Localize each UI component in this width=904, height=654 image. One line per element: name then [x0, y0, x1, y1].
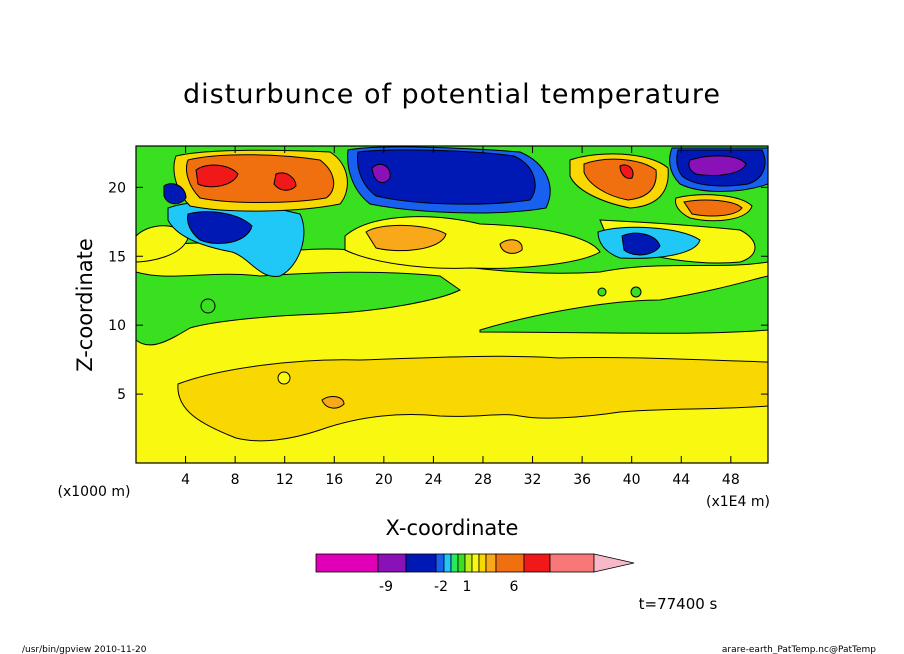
x-tick-label: 40 — [623, 472, 641, 488]
colorbar-segment — [471, 553, 480, 573]
footer-left: /usr/bin/gpview 2010-11-20 — [22, 645, 147, 654]
colorbar-segment — [464, 553, 473, 573]
field-green-spot — [597, 287, 607, 297]
x-unit-label: (x1E4 m) — [706, 494, 770, 510]
footer-right: arare-earth_PatTemp.nc@PatTemp — [722, 645, 876, 654]
colorbar-extend-arrow — [593, 553, 635, 573]
field-green-spot — [200, 298, 216, 314]
colorbar-segment — [523, 553, 551, 573]
x-tick-label: 36 — [573, 472, 591, 488]
plot-frame — [135, 145, 769, 464]
x-tick-label: 48 — [722, 472, 740, 488]
field-warm-spot — [277, 371, 291, 385]
colorbar-label: 1 — [463, 579, 472, 595]
colorbar-segment — [485, 553, 497, 573]
colorbar-label: -2 — [434, 579, 448, 595]
y-tick-label: 10 — [108, 318, 126, 334]
x-tick-label: 12 — [276, 472, 294, 488]
x-axis-title: X-coordinate — [386, 516, 519, 540]
x-tick-label: 20 — [375, 472, 393, 488]
colorbar-segment — [457, 553, 466, 573]
colorbar-segment — [450, 553, 459, 573]
field-warm-lower — [177, 355, 768, 442]
colorbar-label: -9 — [379, 579, 393, 595]
x-axis: 4 8 12 16 20 24 28 32 36 40 44 48 — [181, 146, 740, 488]
field-warm-mid — [365, 225, 523, 254]
colorbar-segment — [435, 553, 445, 573]
field-cold-left — [163, 183, 253, 244]
x-tick-label: 44 — [672, 472, 690, 488]
field-green-spot — [630, 286, 642, 298]
y-axis: 5 10 15 20 — [108, 180, 768, 403]
field-cold-upper-core — [357, 149, 536, 205]
colorbar-segment — [405, 553, 437, 573]
y-unit-label: (x1000 m) — [58, 484, 131, 500]
x-tick-label: 8 — [231, 472, 240, 488]
x-tick-label: 16 — [325, 472, 343, 488]
colorbar: -9 -2 1 6 — [315, 553, 635, 595]
field-cold-upper-right-peak — [688, 155, 747, 177]
field-warm-upper-left-peak — [195, 164, 297, 191]
field-warm-lower-peak — [321, 396, 345, 409]
field-warm-upper-right-peak — [619, 164, 634, 179]
plot-area — [136, 146, 768, 463]
x-tick-label: 24 — [424, 472, 442, 488]
colorbar-segment — [377, 553, 407, 573]
field-cold-right-mid — [621, 232, 661, 256]
y-axis-title: Z-coordinate — [73, 238, 97, 372]
field-band-green — [136, 271, 768, 346]
y-tick-label: 5 — [117, 387, 126, 403]
colorbar-segment — [478, 553, 487, 573]
x-tick-label: 28 — [474, 472, 492, 488]
field-cold-upper-peak — [371, 163, 391, 184]
chart-title: disturbunce of potential temperature — [183, 79, 721, 110]
time-label: t=77400 s — [639, 595, 718, 613]
y-tick-label: 20 — [108, 180, 126, 196]
colorbar-segment — [549, 553, 595, 573]
x-tick-label: 32 — [524, 472, 542, 488]
x-tick-label: 4 — [181, 472, 190, 488]
y-tick-label: 15 — [108, 249, 126, 265]
colorbar-segment — [495, 553, 525, 573]
colorbar-segment — [443, 553, 452, 573]
colorbar-segment — [315, 553, 379, 573]
colorbar-label: 6 — [510, 579, 519, 595]
